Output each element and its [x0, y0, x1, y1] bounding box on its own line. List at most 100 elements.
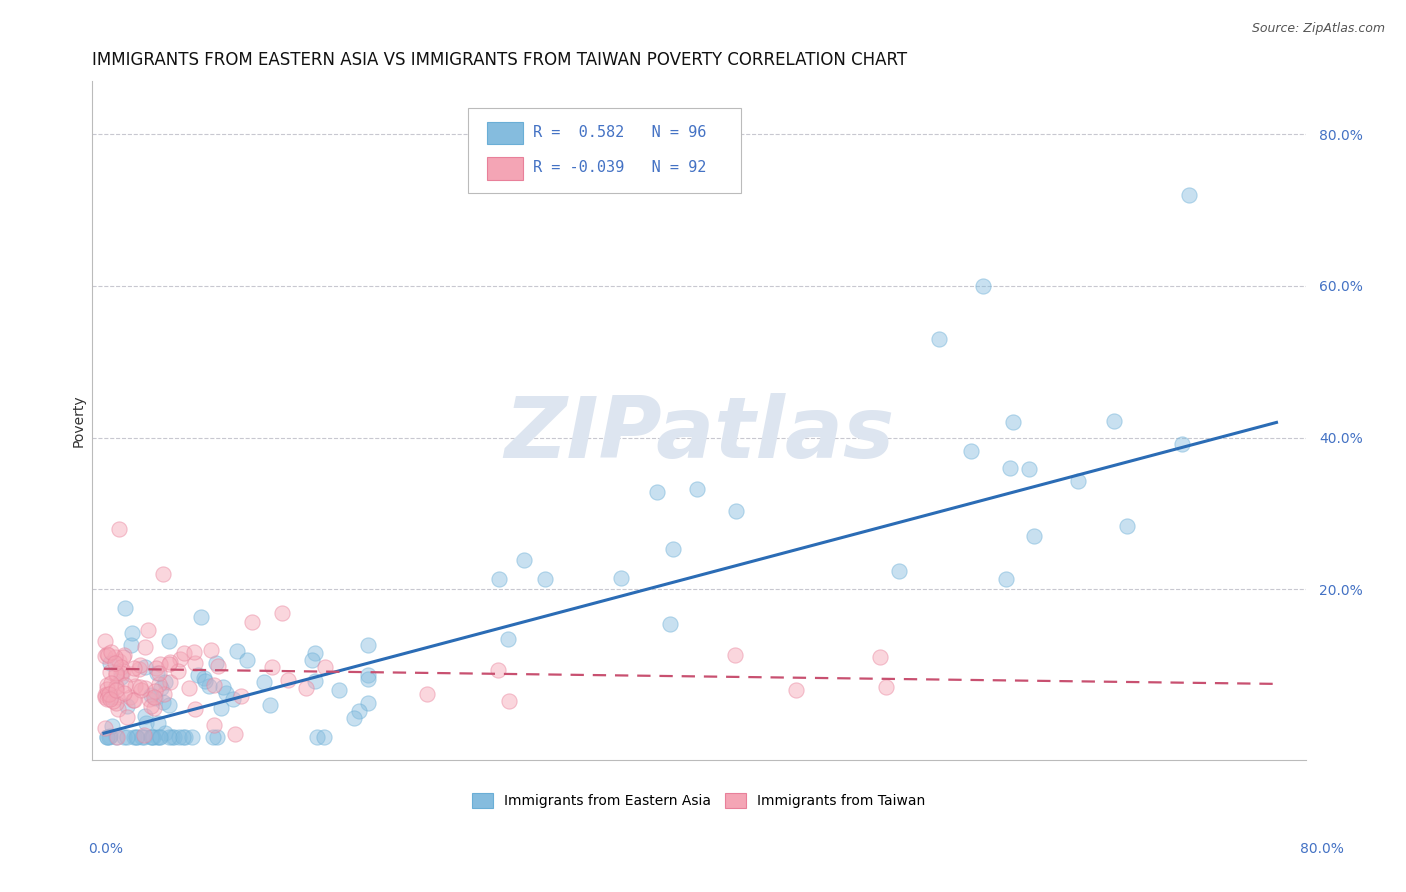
Point	[117, 730, 139, 744]
Point	[240, 615, 263, 629]
Point	[129, 683, 152, 698]
Point	[187, 668, 209, 682]
Point	[111, 650, 134, 665]
Point	[1018, 461, 1040, 475]
Point	[184, 702, 207, 716]
Point	[972, 279, 994, 293]
Point	[157, 657, 180, 672]
Point	[723, 648, 745, 663]
Point	[131, 730, 153, 744]
Point	[138, 692, 160, 706]
Point	[100, 656, 122, 670]
Point	[94, 690, 117, 704]
Point	[1001, 416, 1024, 430]
Point	[163, 730, 186, 744]
Point	[224, 727, 246, 741]
Point	[159, 655, 181, 669]
Point	[114, 678, 136, 692]
Legend: Immigrants from Eastern Asia, Immigrants from Taiwan: Immigrants from Eastern Asia, Immigrants…	[467, 788, 931, 814]
Point	[533, 572, 555, 586]
Point	[995, 572, 1018, 586]
Point	[97, 648, 120, 662]
Point	[875, 681, 897, 695]
Point	[148, 677, 170, 691]
Point	[1066, 474, 1088, 488]
Point	[148, 730, 170, 744]
Point	[121, 693, 143, 707]
Point	[128, 658, 150, 673]
Point	[98, 729, 121, 743]
Point	[148, 665, 170, 680]
Point	[347, 704, 370, 718]
Point	[107, 702, 129, 716]
Point	[312, 730, 335, 744]
Point	[197, 679, 219, 693]
Point	[112, 648, 135, 662]
Point	[143, 690, 166, 704]
Point	[659, 616, 682, 631]
Point	[146, 716, 169, 731]
Point	[124, 692, 146, 706]
Point	[889, 564, 911, 578]
Point	[108, 654, 131, 668]
Point	[1171, 437, 1194, 451]
Point	[661, 542, 683, 557]
Point	[202, 717, 225, 731]
Point	[94, 721, 117, 735]
Point	[869, 650, 891, 665]
Point	[152, 566, 174, 581]
Point	[146, 666, 169, 681]
Point	[96, 647, 118, 661]
Point	[124, 679, 146, 693]
Point	[295, 681, 318, 695]
Point	[725, 504, 748, 518]
Point	[488, 572, 510, 586]
Point	[200, 643, 222, 657]
Point	[143, 683, 166, 698]
Point	[157, 633, 180, 648]
Point	[173, 730, 195, 744]
Point	[167, 730, 190, 744]
Point	[120, 667, 142, 681]
Point	[928, 332, 950, 346]
Point	[415, 687, 437, 701]
Point	[205, 730, 228, 744]
Point	[226, 644, 249, 658]
Point	[100, 676, 122, 690]
Point	[134, 640, 156, 655]
Point	[998, 461, 1021, 475]
Point	[112, 686, 135, 700]
Point	[132, 728, 155, 742]
Point	[960, 444, 983, 458]
Point	[1102, 414, 1125, 428]
Point	[686, 482, 709, 496]
Point	[122, 661, 145, 675]
Text: IMMIGRANTS FROM EASTERN ASIA VS IMMIGRANTS FROM TAIWAN POVERTY CORRELATION CHART: IMMIGRANTS FROM EASTERN ASIA VS IMMIGRAN…	[93, 51, 907, 69]
Point	[357, 668, 380, 682]
Point	[104, 683, 127, 698]
Point	[115, 699, 138, 714]
Point	[121, 626, 143, 640]
Point	[105, 665, 128, 680]
Point	[128, 662, 150, 676]
Point	[153, 726, 176, 740]
Point	[159, 674, 181, 689]
Point	[157, 698, 180, 713]
Point	[343, 711, 366, 725]
Point	[314, 659, 336, 673]
Point	[105, 668, 128, 682]
Point	[1022, 529, 1045, 543]
Point	[229, 689, 252, 703]
FancyBboxPatch shape	[486, 157, 523, 179]
Point	[134, 681, 156, 695]
Point	[110, 660, 132, 674]
Text: Source: ZipAtlas.com: Source: ZipAtlas.com	[1251, 22, 1385, 36]
Point	[194, 673, 217, 688]
Point	[132, 730, 155, 744]
Point	[610, 571, 633, 585]
Point	[94, 689, 117, 703]
Point	[115, 710, 138, 724]
Point	[96, 692, 118, 706]
Point	[120, 638, 142, 652]
Point	[209, 700, 232, 714]
